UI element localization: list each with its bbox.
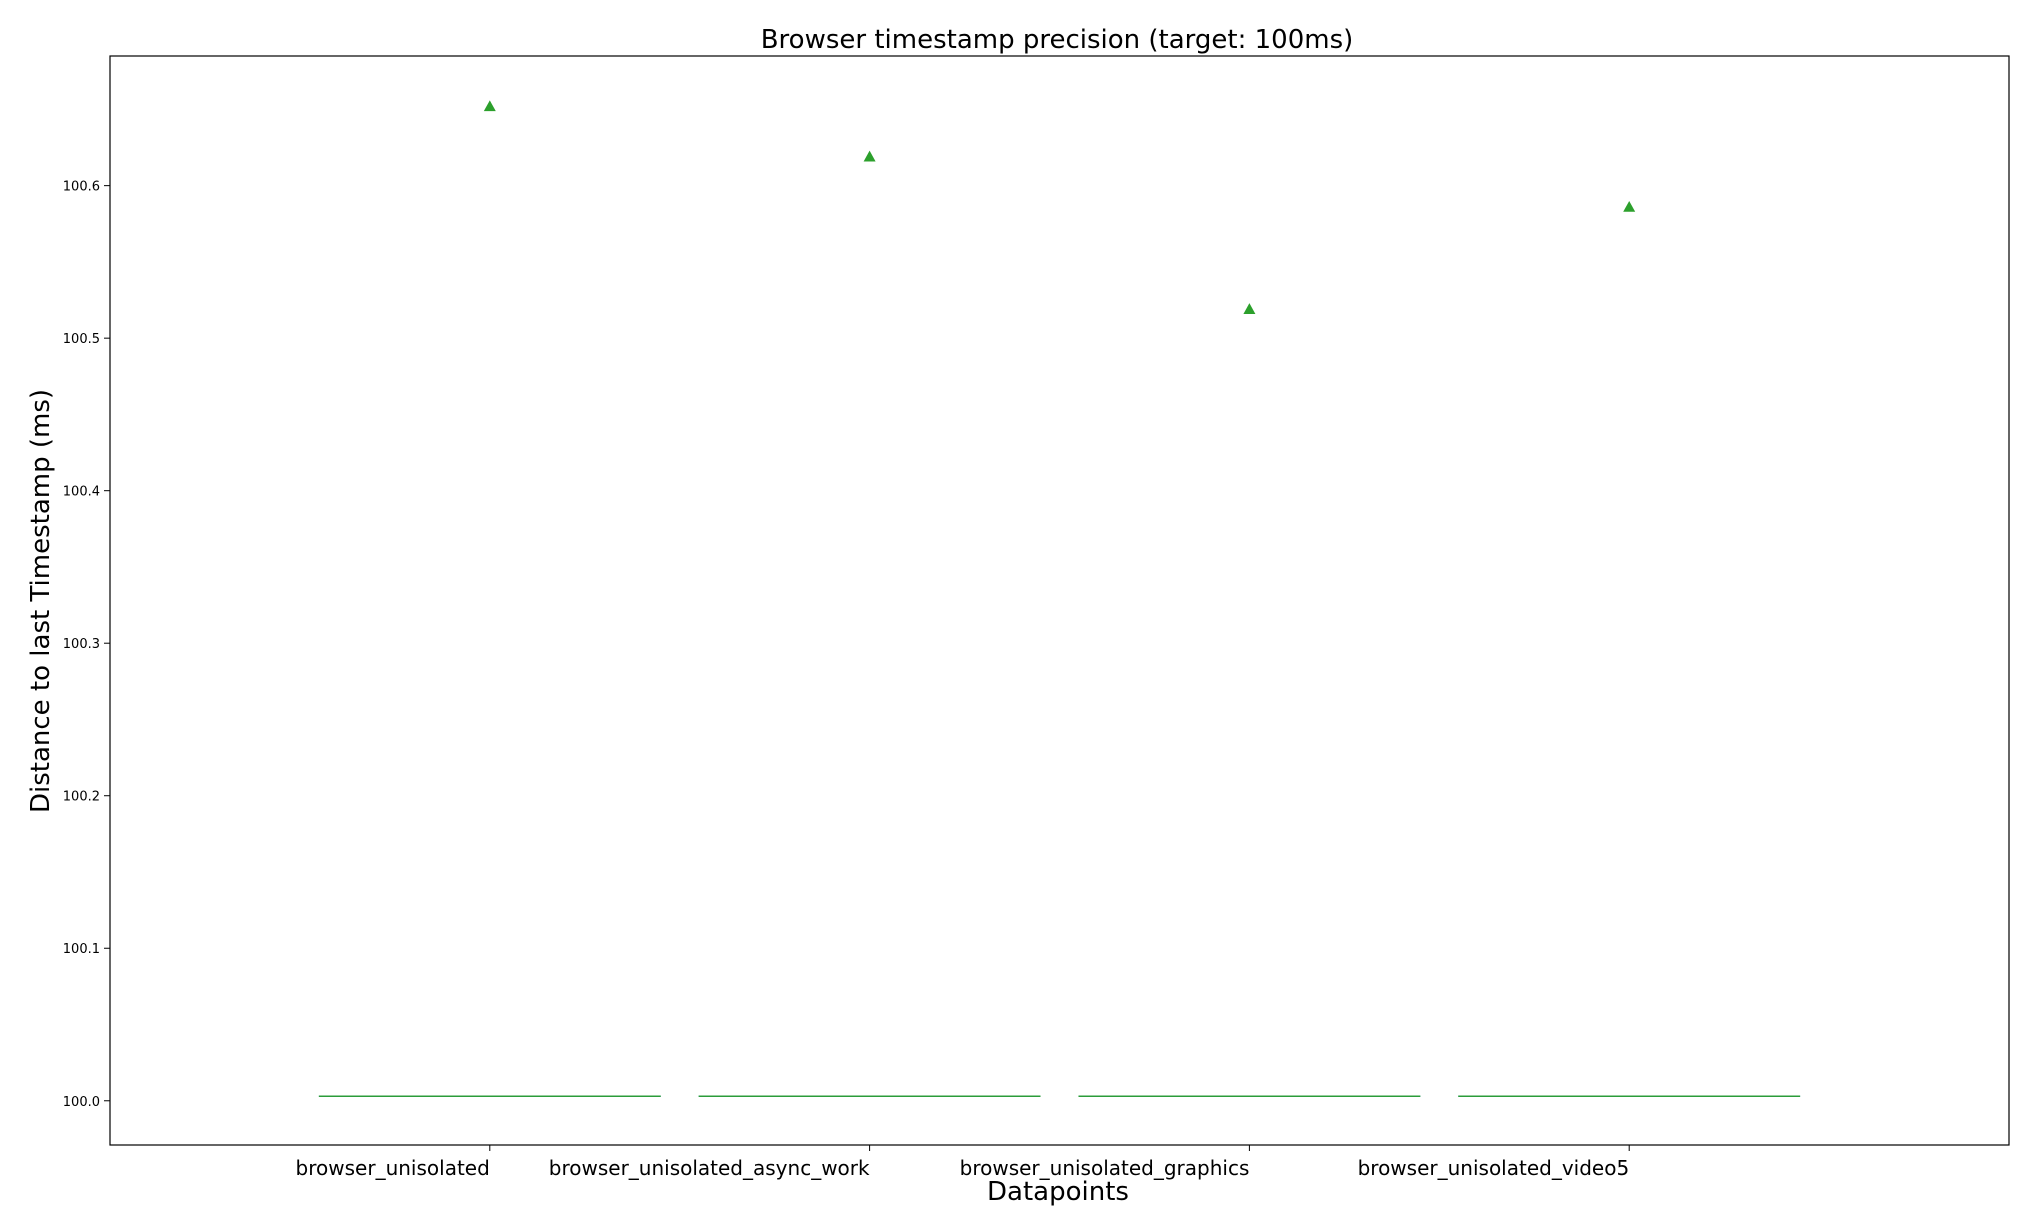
y-tick-label: 100.3 (63, 637, 100, 652)
y-tick-label: 100.1 (63, 942, 100, 957)
y-tick-label: 100.0 (63, 1095, 100, 1110)
x-axis: browser_unisolated browser_unisolated_asy… (296, 1145, 1630, 1180)
x-tick-label: browser_unisolated_graphics (960, 1156, 1250, 1180)
mean-marker-browser_unisolated_async_work (863, 150, 876, 162)
mean-marker-browser_unisolated_graphics (1243, 303, 1256, 314)
y-axis: 100.0 100.1 100.2 100.3 100.4 100.5 100.6 (63, 180, 110, 1110)
plot-marks (318, 100, 1801, 1097)
mean-marker-browser_unisolated_video5 (1623, 200, 1636, 212)
plot-frame (109, 55, 2010, 1146)
y-tick-label: 100.4 (63, 485, 100, 500)
chart-title: Browser timestamp precision (target: 100… (761, 25, 1354, 55)
x-tick-label: browser_unisolated_video5 (1358, 1156, 1630, 1180)
x-tick-label: browser_unisolated (296, 1156, 490, 1180)
x-tick-label: browser_unisolated_async_work (549, 1156, 870, 1180)
y-tick-label: 100.5 (63, 332, 100, 347)
y-tick-label: 100.6 (63, 180, 100, 195)
y-axis-label: Distance to last Timestamp (ms) (26, 389, 56, 813)
x-axis-label: Datapoints (987, 1177, 1129, 1207)
mean-marker-browser_unisolated (483, 100, 496, 112)
y-tick-label: 100.2 (63, 790, 100, 805)
